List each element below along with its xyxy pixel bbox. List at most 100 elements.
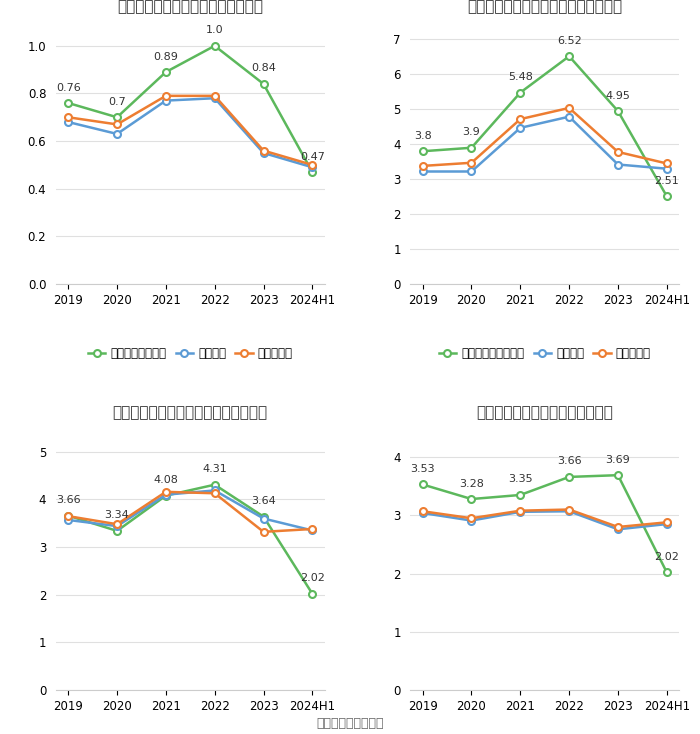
Text: 3.66: 3.66 [556,457,582,466]
公司固定资产周转率 [614,106,622,115]
Legend: 公司固定资产周转率, 行业均值, 行业中位数: 公司固定资产周转率, 行业均值, 行业中位数 [434,342,655,365]
行业中位数 [516,115,524,123]
Text: 3.8: 3.8 [414,131,431,141]
公司总资产周转率 [64,98,72,107]
Line: 行业均值: 行业均值 [419,113,671,175]
Line: 行业中位数: 行业中位数 [64,488,316,535]
行业中位数 [64,113,72,122]
行业均值 [162,490,170,499]
行业中位数 [468,514,476,523]
行业中位数 [419,161,427,170]
Line: 公司固定资产周转率: 公司固定资产周转率 [419,53,671,200]
Title: 英洛华历年固定资产周转率情况（次）: 英洛华历年固定资产周转率情况（次） [467,0,622,14]
Text: 3.34: 3.34 [105,510,130,520]
行业均值 [259,514,267,523]
公司存货周转率 [614,470,622,479]
行业均值 [565,112,573,121]
Text: 0.7: 0.7 [108,97,126,106]
Text: 3.66: 3.66 [56,495,80,505]
Text: 数据来源：恒生聚源: 数据来源：恒生聚源 [316,717,384,730]
Text: 4.95: 4.95 [606,90,631,101]
Line: 行业均值: 行业均值 [64,487,316,534]
Text: 3.64: 3.64 [251,496,276,506]
公司存货周转率 [663,568,671,577]
Line: 公司应收账款周转率: 公司应收账款周转率 [64,482,316,597]
Line: 行业均值: 行业均值 [419,508,671,533]
Text: 0.89: 0.89 [153,51,178,62]
Line: 行业均值: 行业均值 [64,95,316,171]
Line: 行业中位数: 行业中位数 [419,506,671,531]
Text: 6.52: 6.52 [556,36,582,46]
行业中位数 [565,505,573,514]
公司存货周转率 [419,480,427,489]
公司总资产周转率 [308,167,316,176]
行业均值 [259,148,267,157]
公司固定资产周转率 [565,52,573,61]
行业中位数 [113,120,121,129]
公司存货周转率 [516,490,524,499]
行业中位数 [64,512,72,520]
行业中位数 [516,506,524,515]
Title: 英洛华历年存货周转率情况（次）: 英洛华历年存货周转率情况（次） [476,405,613,420]
行业均值 [419,509,427,517]
行业中位数 [113,520,121,528]
公司存货周转率 [468,495,476,504]
行业均值 [468,516,476,525]
公司总资产周转率 [211,41,219,50]
行业中位数 [565,103,573,112]
公司固定资产周转率 [419,147,427,156]
行业中位数 [308,525,316,534]
行业中位数 [663,518,671,527]
Title: 英洛华历年总资产周转率情况（次）: 英洛华历年总资产周转率情况（次） [118,0,263,14]
Line: 行业中位数: 行业中位数 [419,104,671,170]
行业中位数 [162,92,170,101]
Text: 1.0: 1.0 [206,26,223,35]
公司应收账款周转率 [259,512,267,521]
Text: 3.69: 3.69 [606,454,630,465]
行业均值 [308,526,316,535]
行业均值 [308,163,316,172]
行业中位数 [211,489,219,498]
公司固定资产周转率 [468,143,476,152]
行业均值 [64,117,72,126]
行业均值 [516,507,524,516]
行业均值 [211,94,219,103]
行业均值 [663,164,671,173]
行业均值 [468,167,476,176]
行业均值 [663,520,671,528]
行业均值 [614,160,622,169]
行业均值 [64,515,72,524]
公司固定资产周转率 [516,88,524,97]
Text: 3.35: 3.35 [508,474,533,484]
行业均值 [516,123,524,132]
公司总资产周转率 [162,68,170,76]
Text: 3.28: 3.28 [459,479,484,489]
Text: 0.76: 0.76 [56,82,80,92]
公司应收账款周转率 [308,589,316,598]
Legend: 公司总资产周转率, 行业均值, 行业中位数: 公司总资产周转率, 行业均值, 行业中位数 [83,342,298,365]
Text: 3.9: 3.9 [463,127,480,137]
公司应收账款周转率 [162,491,170,500]
行业中位数 [468,159,476,167]
公司应收账款周转率 [211,480,219,489]
Line: 行业中位数: 行业中位数 [64,92,316,168]
行业均值 [211,486,219,495]
Text: 0.47: 0.47 [300,151,325,161]
行业中位数 [259,528,267,537]
Text: 4.31: 4.31 [202,464,227,474]
行业均值 [113,129,121,138]
公司总资产周转率 [113,113,121,122]
行业中位数 [419,507,427,516]
行业中位数 [162,487,170,496]
Text: 2.02: 2.02 [300,573,325,584]
公司存货周转率 [565,473,573,482]
Text: 2.51: 2.51 [654,176,679,186]
Line: 公司总资产周转率: 公司总资产周转率 [64,43,316,175]
行业均值 [113,522,121,531]
公司总资产周转率 [259,79,267,88]
行业中位数 [663,159,671,168]
Text: 5.48: 5.48 [508,72,533,82]
公司应收账款周转率 [113,526,121,535]
Title: 英洛华历年应收账款周转率情况（次）: 英洛华历年应收账款周转率情况（次） [113,405,268,420]
行业中位数 [211,92,219,101]
